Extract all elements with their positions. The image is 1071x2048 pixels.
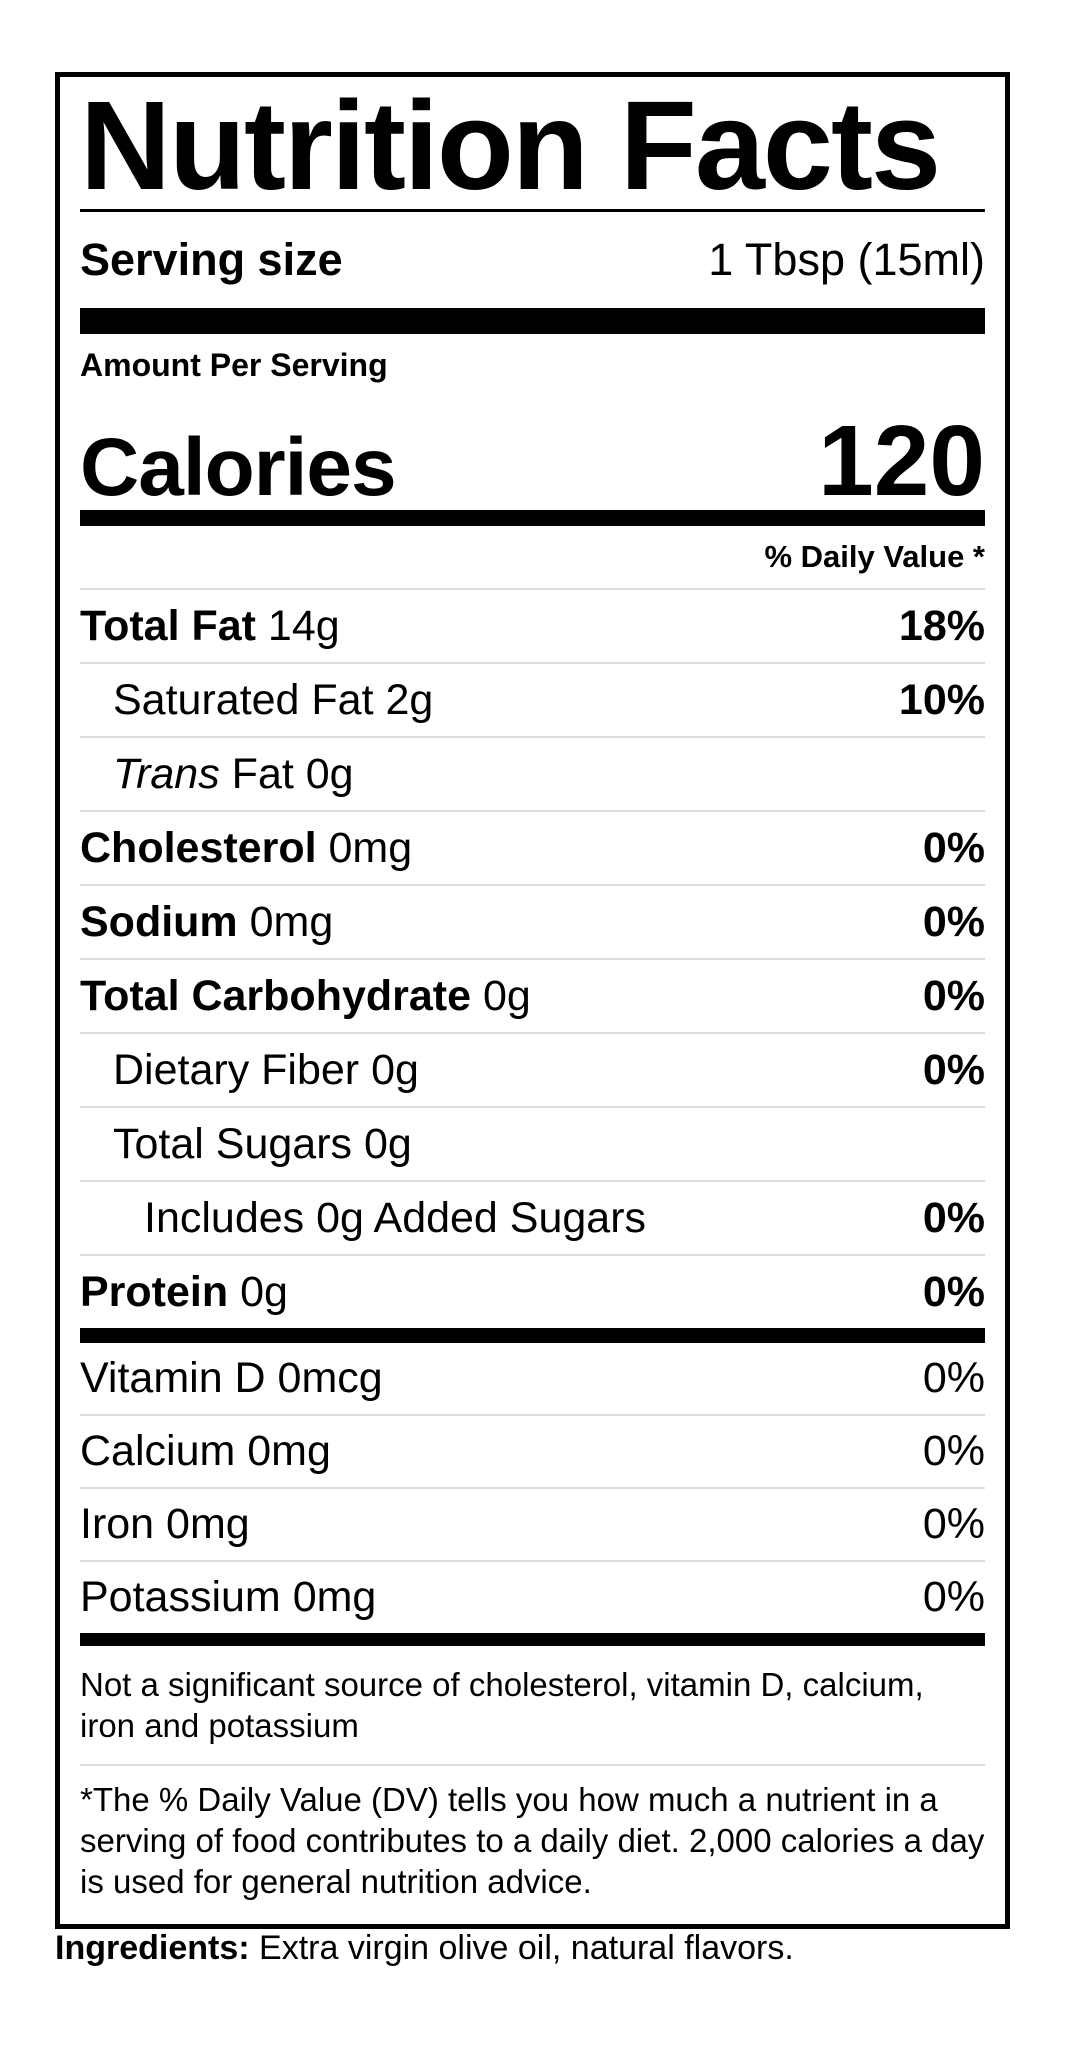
nutrient-row-total-fat: Total Fat 14g 18%	[80, 588, 985, 662]
thick-divider-bottom	[80, 1633, 985, 1646]
nutrition-facts-label: Nutrition Facts Serving size 1 Tbsp (15m…	[55, 72, 1010, 1929]
daily-value: 10%	[898, 675, 985, 724]
nutrient-row-total-carbohydrate: Total Carbohydrate 0g 0%	[80, 958, 985, 1032]
nutrient-name: Saturated Fat 2g	[113, 675, 434, 724]
nutrient-row-dietary-fiber: Dietary Fiber 0g 0%	[80, 1032, 985, 1106]
nutrient-row-cholesterol: Cholesterol 0mg 0%	[80, 810, 985, 884]
calories-value: 120	[818, 405, 985, 517]
calories-label: Calories	[80, 422, 397, 513]
daily-value-header-text: % Daily Value *	[764, 539, 985, 574]
nutrient-row-sodium: Sodium 0mg 0%	[80, 884, 985, 958]
thick-divider-calories	[80, 510, 985, 526]
serving-size-value: 1 Tbsp (15ml)	[708, 234, 985, 285]
nutrition-facts-title: Nutrition Facts	[80, 77, 941, 209]
nutrient-row-calcium: Calcium 0mg 0%	[80, 1414, 985, 1487]
thick-divider-top	[80, 308, 985, 334]
ingredients-list: Extra virgin olive oil, natural flavors.	[249, 1929, 794, 1967]
daily-value: 0%	[922, 823, 985, 872]
nutrient-name: Cholesterol 0mg	[80, 823, 413, 872]
daily-value: 0%	[922, 1267, 985, 1316]
nutrient-name: Includes 0g Added Sugars	[144, 1193, 647, 1242]
not-significant-source-note: Not a significant source of cholesterol,…	[80, 1646, 985, 1766]
nutrient-name: Total Carbohydrate 0g	[80, 971, 531, 1020]
nutrient-row-added-sugars: Includes 0g Added Sugars 0%	[80, 1180, 985, 1254]
daily-value: 0%	[922, 1573, 985, 1621]
daily-value: 0%	[922, 971, 985, 1020]
nutrient-name: Calcium 0mg	[80, 1427, 331, 1475]
nutrient-name: Dietary Fiber 0g	[113, 1045, 419, 1094]
serving-size-row: Serving size 1 Tbsp (15ml)	[80, 212, 985, 308]
amount-per-serving-row: Amount Per Serving	[80, 334, 985, 396]
daily-value: 0%	[922, 1354, 985, 1402]
daily-value: 0%	[922, 1045, 985, 1094]
daily-value-footnote: *The % Daily Value (DV) tells you how mu…	[80, 1781, 985, 1900]
nutrient-name: Vitamin D 0mcg	[80, 1354, 383, 1402]
nutrient-row-potassium: Potassium 0mg 0%	[80, 1560, 985, 1633]
daily-value: 18%	[898, 601, 985, 650]
serving-size-label: Serving size	[80, 234, 343, 285]
nutrient-name: Trans Fat 0g	[113, 749, 354, 798]
nutrient-name: Iron 0mg	[80, 1500, 250, 1548]
ingredients-line: Ingredients: Extra virgin olive oil, nat…	[55, 1928, 1010, 1969]
daily-value: 0%	[922, 1193, 985, 1242]
title-divider	[80, 209, 985, 212]
nutrient-row-total-sugars: Total Sugars 0g	[80, 1106, 985, 1180]
ingredients-heading: Ingredients:	[55, 1929, 250, 1967]
nutrient-name: Potassium 0mg	[80, 1573, 377, 1621]
nutrient-row-protein: Protein 0g 0%	[80, 1254, 985, 1328]
amount-per-serving-label: Amount Per Serving	[80, 346, 388, 383]
daily-value-header: % Daily Value *	[80, 526, 985, 588]
calories-row: Calories 120	[80, 396, 985, 516]
nutrient-row-iron: Iron 0mg 0%	[80, 1487, 985, 1560]
thick-divider-protein	[80, 1328, 985, 1343]
daily-value: 0%	[922, 1427, 985, 1475]
nutrient-row-saturated-fat: Saturated Fat 2g 10%	[80, 662, 985, 736]
daily-value: 0%	[922, 897, 985, 946]
nutrient-row-vitamin-d: Vitamin D 0mcg 0%	[80, 1343, 985, 1414]
nutrient-name: Total Sugars 0g	[113, 1119, 412, 1168]
nutrient-row-trans-fat: Trans Fat 0g	[80, 736, 985, 810]
daily-value: 0%	[922, 1500, 985, 1548]
nutrient-name: Total Fat 14g	[80, 601, 340, 650]
nutrient-name: Sodium 0mg	[80, 897, 334, 946]
nutrient-name: Protein 0g	[80, 1267, 288, 1316]
